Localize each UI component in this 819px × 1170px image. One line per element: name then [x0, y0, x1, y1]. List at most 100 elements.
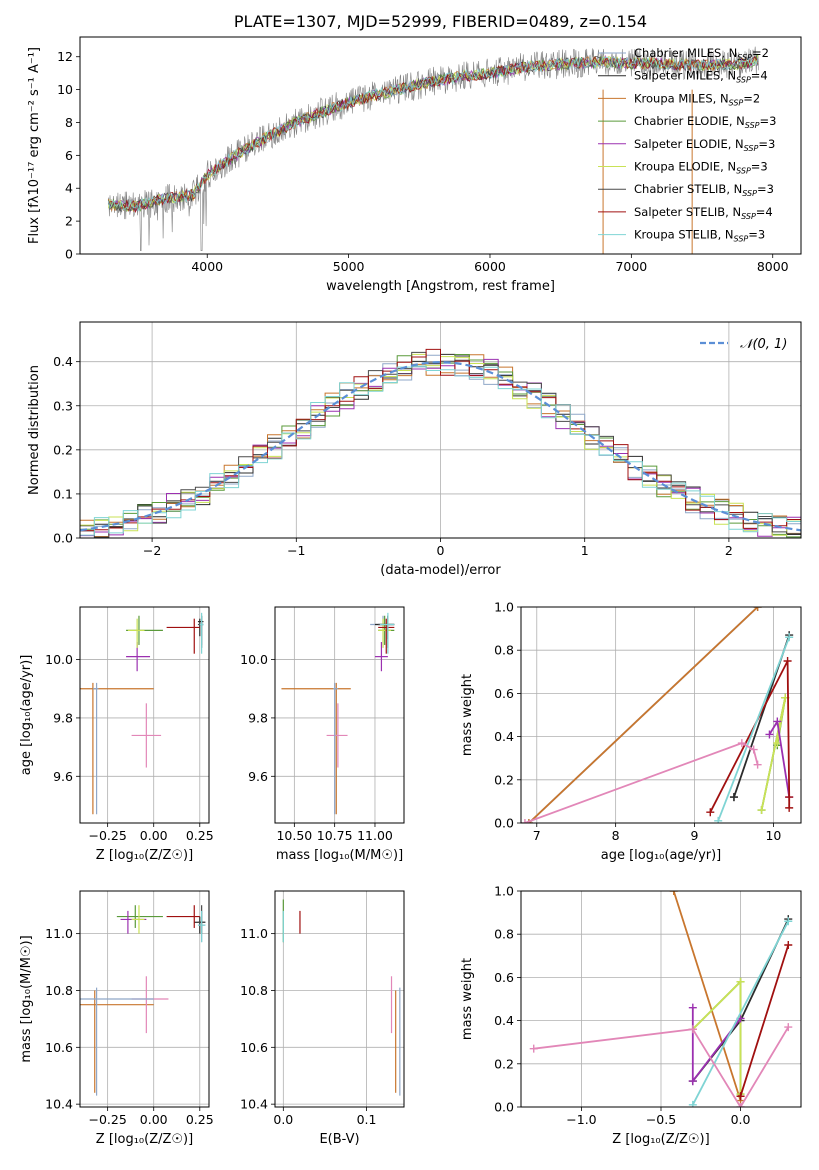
weight-point-marker	[773, 717, 782, 726]
x-tick-label: 0.0	[273, 1112, 293, 1127]
model-spectrum-line	[108, 55, 759, 214]
y-tick-label: 1.0	[494, 884, 514, 899]
y-tick-label: 11.0	[240, 926, 268, 941]
y-tick-label: 6	[65, 148, 73, 163]
y-tick-label: 10.4	[240, 1097, 268, 1112]
errorbar-point	[116, 905, 163, 928]
weight-point-marker	[753, 607, 762, 611]
y-tick-label: 0	[65, 247, 73, 262]
errorbar-point	[131, 703, 162, 768]
y-tick-label: 9.8	[53, 710, 73, 725]
y-tick-label: 10.6	[240, 1040, 268, 1055]
y-axis-label: mass weight	[460, 674, 475, 756]
legend-entry: Kroupa ELODIE, NSSP=3	[598, 160, 768, 176]
y-tick-label: 10.6	[45, 1040, 73, 1055]
y-tick-label: 0.4	[494, 729, 514, 744]
weight-series-line	[533, 1026, 790, 1107]
errorbar-point	[80, 682, 154, 815]
weight-vs-age-panel: 7 8 9 10 0.0 0.2 0.4 0.6 0.8 1.0 age [log₁₀(age/yr…	[460, 600, 802, 863]
weight-series-line	[672, 891, 742, 1101]
weight-point-marker	[749, 745, 758, 754]
weight-point-marker	[729, 793, 738, 802]
y-tick-label: 8	[65, 115, 73, 130]
age-vs-mass-panel: 10.50 10.75 11.00 9.6 9.8 10.0 mass [log₁₀(M/M…	[240, 606, 405, 863]
legend-label: Salpeter ELODIE, NSSP=3	[634, 137, 775, 153]
x-axis-label: age [log₁₀(age/yr)]	[601, 848, 722, 863]
weight-point-marker	[688, 1025, 697, 1034]
weight-point-marker	[524, 819, 533, 823]
y-tick-label: 11.0	[45, 926, 73, 941]
x-axis-label: Z [log₁₀(Z/Z☉)]	[96, 848, 193, 863]
x-tick-label: 8	[612, 828, 620, 843]
plot-frame	[274, 606, 405, 824]
y-tick-label: 0.4	[494, 1013, 514, 1028]
errorbar-point	[80, 990, 154, 1093]
x-tick-label: 10	[765, 828, 781, 843]
y-tick-label: 12	[57, 49, 73, 64]
x-tick-label: 0.1	[357, 1112, 377, 1127]
legend-entry: Salpeter MILES, NSSP=4	[598, 69, 768, 85]
page-title: PLATE=1307, MJD=52999, FIBERID=0489, z=0…	[233, 12, 648, 31]
legend-entry: Kroupa MILES, NSSP=2	[598, 91, 760, 107]
y-tick-label: 0.4	[53, 354, 73, 369]
x-axis-label: Z [log₁₀(Z/Z☉)]	[96, 1132, 193, 1147]
errorbar-point	[281, 682, 351, 815]
model-spectrum-line	[107, 56, 759, 212]
y-tick-label: 10.0	[240, 652, 268, 667]
age-vs-Z-panel: −0.25 0.00 0.25 9.6 9.8 10.0 Z [log₁₀(Z/Z☉)] ag…	[19, 606, 214, 863]
y-tick-label: 0.3	[53, 398, 73, 413]
weight-point-marker	[784, 917, 793, 926]
weight-series-line	[709, 660, 791, 813]
mass-vs-Z-marks	[80, 905, 206, 1096]
weight-point-marker	[753, 760, 762, 769]
x-tick-label: 0.00	[140, 828, 168, 843]
weight-series-line	[717, 636, 791, 822]
y-tick-label: 0.8	[494, 643, 514, 658]
weight-vs-Z-lines	[529, 891, 793, 1107]
legend-entry: Chabrier MILES, NSSP=2	[598, 46, 769, 62]
errorbar-point	[80, 987, 154, 1096]
weight-point-marker	[669, 891, 678, 895]
weight-point-marker	[736, 1103, 745, 1107]
y-tick-label: 0.8	[494, 927, 514, 942]
legend-label: Salpeter MILES, NSSP=4	[634, 69, 768, 85]
x-tick-label: 5000	[333, 259, 365, 274]
errorbar-point	[197, 910, 206, 943]
age-vs-mass-marks	[281, 612, 395, 815]
weight-point-marker	[714, 816, 723, 823]
x-tick-label: −0.5	[646, 1112, 676, 1127]
legend-label: Kroupa STELIB, NSSP=3	[634, 228, 765, 244]
y-tick-label: 0.0	[494, 816, 514, 831]
x-tick-label: −1.0	[566, 1112, 596, 1127]
x-axis-label: (data-model)/error	[380, 563, 501, 578]
legend-entry: Kroupa STELIB, NSSP=3	[598, 228, 765, 244]
weight-point-marker	[736, 977, 745, 986]
x-tick-label: 10.50	[276, 828, 312, 843]
errorbar-point	[333, 682, 338, 815]
errorbar-point	[127, 618, 145, 648]
weight-point-marker	[736, 1092, 745, 1101]
x-tick-label: −2	[143, 543, 161, 558]
mass-vs-ebv-marks	[282, 899, 401, 1096]
y-axis-label: Normed distribution	[27, 365, 42, 495]
weight-point-marker	[688, 1077, 697, 1086]
legend-entry: Chabrier STELIB, NSSP=3	[598, 182, 774, 198]
weight-vs-Z-panel: −1.0 −0.5 0.0 0.0 0.2 0.4 0.6 0.8 1.0 Z [log₁₀(Z/…	[460, 884, 802, 1147]
x-tick-label: 6000	[474, 259, 506, 274]
legend-entry: Salpeter ELODIE, NSSP=3	[598, 137, 775, 153]
errorbar-point	[326, 703, 348, 768]
errorbar-point	[120, 910, 147, 934]
errorbar-point	[92, 682, 99, 815]
y-axis-label: age [log₁₀(age/yr)]	[19, 655, 34, 776]
weight-point-marker	[785, 803, 794, 812]
x-tick-label: 2	[725, 543, 733, 558]
legend-label: 𝒩(0, 1)	[740, 337, 787, 352]
y-tick-label: 10.0	[45, 652, 73, 667]
errorbar-point	[166, 618, 200, 654]
gaussian-curve	[80, 360, 801, 532]
legend-label: Chabrier MILES, NSSP=2	[634, 46, 769, 62]
x-tick-label: 8000	[757, 259, 789, 274]
y-tick-label: 10.8	[45, 983, 73, 998]
x-tick-label: −1	[287, 543, 305, 558]
